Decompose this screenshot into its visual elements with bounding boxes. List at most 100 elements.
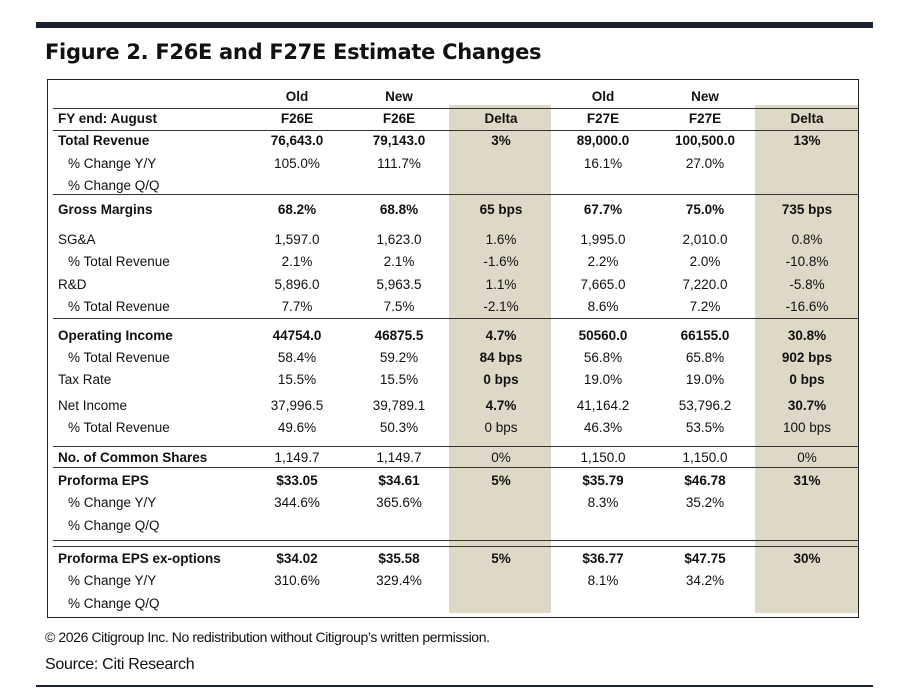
table-cell: $46.78 bbox=[684, 473, 726, 488]
row-label: Net Income bbox=[58, 398, 128, 413]
row-label: % Total Revenue bbox=[68, 254, 170, 269]
table-cell: 365.6% bbox=[376, 495, 422, 510]
row-label: % Change Q/Q bbox=[68, 178, 160, 193]
table-cell: 15.5% bbox=[379, 372, 419, 387]
header-top-cell: Old bbox=[591, 89, 615, 104]
table-cell: 34.2% bbox=[685, 573, 725, 588]
table-cell: 344.6% bbox=[274, 495, 320, 510]
table-cell: 27.0% bbox=[685, 156, 725, 171]
table-cell: 65 bps bbox=[479, 202, 523, 217]
header-top-cell: Old bbox=[285, 89, 309, 104]
table-cell: $36.77 bbox=[582, 551, 624, 566]
row-label: % Total Revenue bbox=[68, 299, 170, 314]
table-cell: 0 bps bbox=[484, 420, 518, 435]
table-cell: 89,000.0 bbox=[576, 133, 630, 148]
bottom-rule bbox=[36, 685, 873, 687]
top-rule bbox=[36, 22, 873, 28]
table-cell: 735 bps bbox=[781, 202, 833, 217]
copyright-note: © 2026 Citigroup Inc. No redistribution … bbox=[45, 629, 490, 645]
table-cell: 310.6% bbox=[274, 573, 320, 588]
table-cell: 1,995.0 bbox=[580, 232, 626, 247]
table-cell: 0% bbox=[797, 450, 817, 465]
table-cell: 7,220.0 bbox=[682, 277, 728, 292]
table-cell: 1.6% bbox=[485, 232, 517, 247]
table-cell: 79,143.0 bbox=[372, 133, 426, 148]
table-cell: 1,150.0 bbox=[580, 450, 626, 465]
row-label: No. of Common Shares bbox=[58, 450, 208, 465]
header-bottom-cell: Delta bbox=[484, 111, 518, 126]
table-cell: 105.0% bbox=[274, 156, 320, 171]
table-cell: 2,010.0 bbox=[682, 232, 728, 247]
header-label: FY end: August bbox=[58, 111, 157, 126]
table-cell: 0.8% bbox=[791, 232, 823, 247]
table-cell: 67.7% bbox=[583, 202, 623, 217]
table-rule bbox=[53, 194, 858, 195]
table-cell: 66155.0 bbox=[680, 328, 730, 343]
table-cell: 49.6% bbox=[277, 420, 317, 435]
table-cell: $33.05 bbox=[276, 473, 318, 488]
table-cell: 0 bps bbox=[789, 372, 825, 387]
table-cell: 31% bbox=[793, 473, 821, 488]
table-cell: 1.1% bbox=[485, 277, 517, 292]
row-label: Total Revenue bbox=[58, 133, 150, 148]
table-cell: 7.2% bbox=[689, 299, 721, 314]
table-cell: 1,149.7 bbox=[376, 450, 422, 465]
header-top-cell: New bbox=[385, 89, 413, 104]
table-cell: 7,665.0 bbox=[580, 277, 626, 292]
table-rule bbox=[53, 540, 858, 541]
row-label: Proforma EPS ex-options bbox=[58, 551, 221, 566]
header-bottom-cell: F27E bbox=[688, 111, 722, 126]
table-cell: 44754.0 bbox=[272, 328, 322, 343]
table-cell: 19.0% bbox=[583, 372, 623, 387]
row-label: % Change Q/Q bbox=[68, 518, 160, 533]
header-bottom-cell: F26E bbox=[280, 111, 314, 126]
source-note: Source: Citi Research bbox=[45, 656, 195, 673]
delta-shade-f26e bbox=[449, 105, 551, 613]
table-cell: 84 bps bbox=[479, 350, 523, 365]
row-label: % Change Q/Q bbox=[68, 596, 160, 611]
table-cell: 5% bbox=[491, 551, 511, 566]
table-cell: -16.6% bbox=[785, 299, 829, 314]
table-cell: 75.0% bbox=[685, 202, 725, 217]
table-cell: 8.3% bbox=[587, 495, 619, 510]
table-rule bbox=[53, 108, 858, 109]
table-rule bbox=[53, 318, 858, 319]
figure-title: Figure 2. F26E and F27E Estimate Changes bbox=[45, 40, 542, 64]
table-cell: 37,996.5 bbox=[270, 398, 324, 413]
header-bottom-cell: F27E bbox=[586, 111, 620, 126]
table-cell: 5,963.5 bbox=[376, 277, 422, 292]
table-cell: 2.1% bbox=[383, 254, 415, 269]
table-cell: 46875.5 bbox=[374, 328, 424, 343]
table-cell: 2.0% bbox=[689, 254, 721, 269]
table-rule bbox=[53, 467, 858, 468]
table-cell: 2.1% bbox=[281, 254, 313, 269]
table-cell: 58.4% bbox=[277, 350, 317, 365]
table-cell: $34.61 bbox=[378, 473, 420, 488]
table-cell: 5,896.0 bbox=[274, 277, 320, 292]
table-cell: 53.5% bbox=[685, 420, 725, 435]
table-cell: 111.7% bbox=[377, 156, 421, 171]
table-cell: 8.6% bbox=[587, 299, 619, 314]
row-label: Operating Income bbox=[58, 328, 173, 343]
table-cell: 13% bbox=[793, 133, 821, 148]
table-rule bbox=[53, 130, 858, 131]
table-cell: 5% bbox=[491, 473, 511, 488]
table-cell: $35.79 bbox=[582, 473, 624, 488]
table-cell: 68.8% bbox=[379, 202, 419, 217]
table-cell: $35.58 bbox=[378, 551, 420, 566]
table-cell: 1,150.0 bbox=[682, 450, 728, 465]
table-cell: 46.3% bbox=[583, 420, 623, 435]
table-cell: -10.8% bbox=[785, 254, 829, 269]
table-cell: 30.8% bbox=[787, 328, 827, 343]
table-cell: 4.7% bbox=[485, 328, 517, 343]
table-cell: 68.2% bbox=[277, 202, 317, 217]
row-label: % Change Y/Y bbox=[68, 156, 157, 171]
table-cell: 30.7% bbox=[787, 398, 827, 413]
row-label: SG&A bbox=[58, 232, 96, 247]
row-label: Tax Rate bbox=[58, 372, 112, 387]
table-cell: 0 bps bbox=[483, 372, 519, 387]
row-label: R&D bbox=[58, 277, 87, 292]
table-rule bbox=[53, 446, 858, 447]
row-label: % Change Y/Y bbox=[68, 573, 157, 588]
table-cell: 50560.0 bbox=[578, 328, 628, 343]
